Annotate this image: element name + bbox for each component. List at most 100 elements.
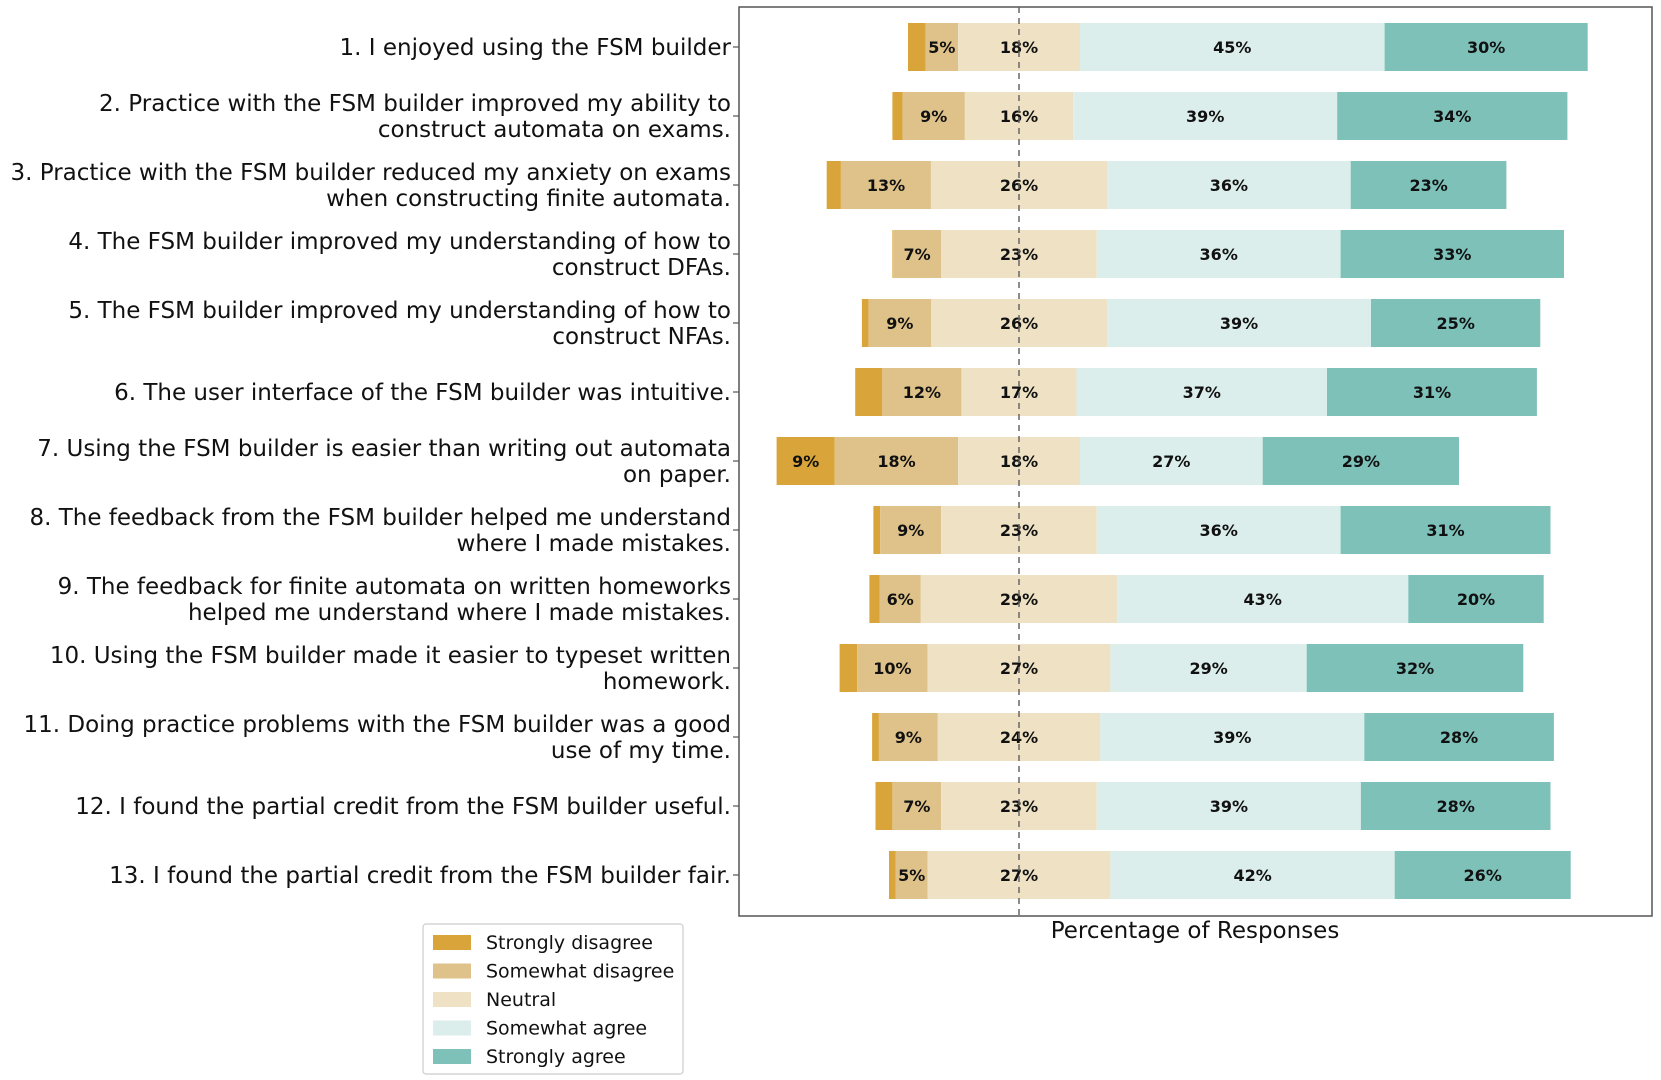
bar-segment	[1364, 713, 1554, 761]
question-label: construct NFAs.	[552, 324, 731, 350]
question-label: 6. The user interface of the FSM builder…	[114, 380, 731, 406]
bar-segment	[908, 23, 926, 71]
legend-swatch	[433, 992, 471, 1007]
bar-segment	[1096, 506, 1341, 554]
question-label: on paper.	[623, 462, 731, 488]
bar-value-label: 23%	[1000, 797, 1038, 816]
question-label: 2. Practice with the FSM builder improve…	[99, 91, 731, 117]
legend-label: Strongly agree	[486, 1046, 626, 1068]
question-label: helped me understand where I made mistak…	[188, 600, 731, 626]
bar-value-label: 12%	[903, 383, 941, 402]
bar-value-label: 31%	[1426, 521, 1464, 540]
bar-segment	[868, 299, 931, 347]
bar-value-label: 18%	[877, 452, 915, 471]
bar-value-label: 7%	[904, 245, 931, 264]
bar-value-label: 10%	[873, 659, 911, 678]
bar-segment	[925, 23, 959, 71]
bar-segment	[861, 299, 869, 347]
bar-segment	[1107, 161, 1351, 209]
bar-segment	[834, 437, 959, 485]
bar-segment	[879, 575, 921, 623]
bar-segment	[1107, 299, 1371, 347]
question-label: 1. I enjoyed using the FSM builder	[340, 35, 732, 61]
question-label: 4. The FSM builder improved my understan…	[68, 229, 731, 255]
bar-segment	[889, 851, 896, 899]
bar-value-label: 34%	[1433, 107, 1471, 126]
bar-value-label: 39%	[1210, 797, 1248, 816]
bar-value-label: 29%	[1189, 659, 1227, 678]
question-label: construct automata on exams.	[378, 117, 731, 143]
bar-value-label: 23%	[1409, 176, 1447, 195]
bar-segment	[1117, 575, 1409, 623]
bar-segment	[1340, 506, 1551, 554]
bar-segment	[776, 437, 835, 485]
bar-value-label: 26%	[1000, 314, 1038, 333]
bar-value-label: 9%	[895, 728, 922, 747]
legend-swatch	[433, 1020, 471, 1036]
bar-segment	[869, 575, 880, 623]
bar-value-label: 31%	[1413, 383, 1451, 402]
bar-segment	[855, 368, 883, 416]
question-label: where I made mistakes.	[457, 531, 731, 557]
bar-segment	[893, 230, 942, 278]
bar-segment	[1076, 368, 1327, 416]
bar-segment	[1371, 299, 1541, 347]
bar-value-label: 37%	[1183, 383, 1221, 402]
bar-segment	[1360, 782, 1551, 830]
question-label: when constructing finite automata.	[326, 186, 731, 212]
bar-value-label: 5%	[898, 866, 925, 885]
bar-segment	[839, 644, 858, 692]
bar-value-label: 9%	[920, 107, 947, 126]
question-label: 11. Doing practice problems with the FSM…	[24, 712, 732, 738]
bar-segment	[872, 713, 879, 761]
bar-segment	[1337, 92, 1568, 140]
legend-swatch	[433, 935, 471, 950]
bar-segment	[875, 782, 893, 830]
question-label: 12. I found the partial credit from the …	[75, 794, 731, 820]
bar-value-label: 13%	[867, 176, 905, 195]
bar-value-label: 43%	[1244, 590, 1282, 609]
bar-segment	[1394, 851, 1571, 899]
question-label: 3. Practice with the FSM builder reduced…	[10, 160, 731, 186]
question-labels: 1. I enjoyed using the FSM builder 2. Pra…	[10, 35, 731, 889]
legend: Strongly disagree Somewhat disagree Neutra…	[422, 923, 684, 1075]
bar-value-label: 9%	[792, 452, 819, 471]
bar-value-label: 36%	[1200, 245, 1238, 264]
legend-box	[422, 923, 684, 1075]
bar-segment	[873, 506, 881, 554]
bar-segment	[1096, 782, 1361, 830]
bar-value-label: 5%	[928, 38, 955, 57]
bar-value-label: 25%	[1437, 314, 1475, 333]
bar-value-label: 18%	[1000, 38, 1038, 57]
bar-value-label: 7%	[903, 797, 930, 816]
bar-segment	[902, 92, 965, 140]
bar-segment	[878, 713, 938, 761]
question-label: 7. Using the FSM builder is easier than …	[37, 436, 731, 462]
bar-segment	[892, 782, 942, 830]
bar-value-label: 23%	[1000, 521, 1038, 540]
legend-label: Somewhat disagree	[486, 961, 674, 983]
question-label: 8. The feedback from the FSM builder hel…	[29, 505, 731, 531]
bar-value-label: 26%	[1464, 866, 1502, 885]
bar-segment	[1100, 713, 1365, 761]
bar-value-label: 39%	[1220, 314, 1258, 333]
legend-label: Somewhat agree	[486, 1018, 647, 1040]
question-label: 5. The FSM builder improved my understan…	[68, 298, 731, 324]
bar-segment	[1327, 368, 1537, 416]
question-label: 13. I found the partial credit from the …	[109, 863, 731, 889]
bar-value-label: 20%	[1457, 590, 1495, 609]
bar-segment	[826, 161, 841, 209]
bar-segment	[892, 230, 894, 278]
bar-value-label: 29%	[1342, 452, 1380, 471]
bar-segment	[1073, 92, 1338, 140]
question-label: 10. Using the FSM builder made it easier…	[50, 643, 731, 669]
bar-segment	[1306, 644, 1524, 692]
bar-segment	[1384, 23, 1588, 71]
bar-value-label: 6%	[887, 590, 914, 609]
bar-value-label: 29%	[1000, 590, 1038, 609]
bar-segment	[1340, 230, 1564, 278]
bar-rows: 5% 18% 45% 30% 9% 16% 39% 34% 13% 26% 36% 23% 7% 23% 3…	[776, 23, 1588, 899]
bar-value-label: 39%	[1213, 728, 1251, 747]
bar-value-label: 16%	[1000, 107, 1038, 126]
bar-value-label: 28%	[1437, 797, 1475, 816]
